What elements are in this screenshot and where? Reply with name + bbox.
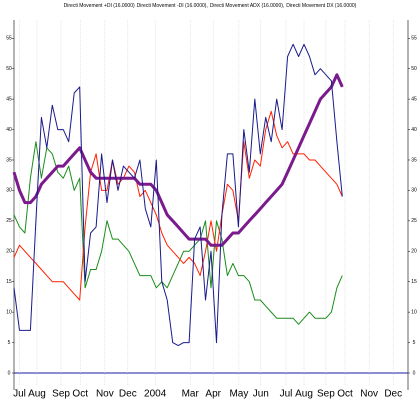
y-tick-label: 5 bbox=[8, 340, 11, 346]
x-tick-label: 2004 bbox=[144, 389, 167, 400]
legend-entry: Directi Movement -DI (16.0000), bbox=[137, 3, 208, 9]
y-tick-label: 45 bbox=[411, 96, 417, 102]
chart-legend-title: Directi Movement +DI (16.0000) Directi Mo… bbox=[64, 3, 357, 9]
y-tick-label: 50 bbox=[6, 66, 12, 72]
x-tick-label: Jun bbox=[253, 389, 269, 400]
y-tick-label: 10 bbox=[411, 309, 417, 315]
legend-entry: Directi Movement +DI (16.0000) bbox=[64, 3, 135, 9]
x-tick-label: Jul bbox=[13, 389, 26, 400]
y-tick-label: 40 bbox=[6, 127, 12, 133]
legend-entry: Directi Movement ADX (16.0000), bbox=[210, 3, 284, 9]
y-tick-label: 20 bbox=[411, 249, 417, 255]
x-tick-label: Nov bbox=[96, 389, 114, 400]
series-line bbox=[12, 73, 344, 247]
y-tick-label: 30 bbox=[6, 188, 12, 194]
y-tick-label: 5 bbox=[413, 340, 416, 346]
y-tick-label: 25 bbox=[6, 218, 12, 224]
series-line bbox=[13, 141, 343, 325]
y-tick-label: 50 bbox=[411, 66, 417, 72]
y-tick-label: 45 bbox=[6, 96, 12, 102]
y-tick-label: 40 bbox=[411, 127, 417, 133]
y-tick-label: 20 bbox=[6, 249, 12, 255]
y-tick-label: 15 bbox=[411, 279, 417, 285]
x-tick-label: Dec bbox=[119, 389, 137, 400]
x-tick-label: Jul bbox=[280, 389, 293, 400]
x-tick-label: Dec bbox=[384, 389, 402, 400]
y-tick-label: 0 bbox=[8, 370, 11, 376]
series-line bbox=[13, 110, 343, 301]
x-tick-label: Oct bbox=[337, 389, 353, 400]
y-tick-label: 55 bbox=[411, 36, 417, 42]
y-tick-label: 10 bbox=[6, 309, 12, 315]
x-tick-label: Nov bbox=[360, 389, 378, 400]
x-tick-label: Apr bbox=[205, 389, 221, 400]
legend-entry: Directi Movement DX (16.0000) bbox=[286, 3, 356, 9]
x-tick-label: Aug bbox=[295, 389, 313, 400]
x-tick-label: Mar bbox=[182, 389, 200, 400]
y-tick-label: 35 bbox=[411, 157, 417, 163]
y-tick-label: 0 bbox=[413, 370, 416, 376]
y-tick-label: 25 bbox=[411, 218, 417, 224]
x-tick-label: Sep bbox=[317, 389, 335, 400]
x-tick-label: May bbox=[229, 389, 248, 400]
y-tick-label: 35 bbox=[6, 157, 12, 163]
y-tick-label: 15 bbox=[6, 279, 12, 285]
x-tick-label: Aug bbox=[28, 389, 46, 400]
y-tick-label: 55 bbox=[6, 36, 12, 42]
x-tick-label: Oct bbox=[72, 389, 88, 400]
y-tick-label: 30 bbox=[411, 188, 417, 194]
x-tick-label: Sep bbox=[52, 389, 70, 400]
series-line bbox=[13, 43, 343, 347]
